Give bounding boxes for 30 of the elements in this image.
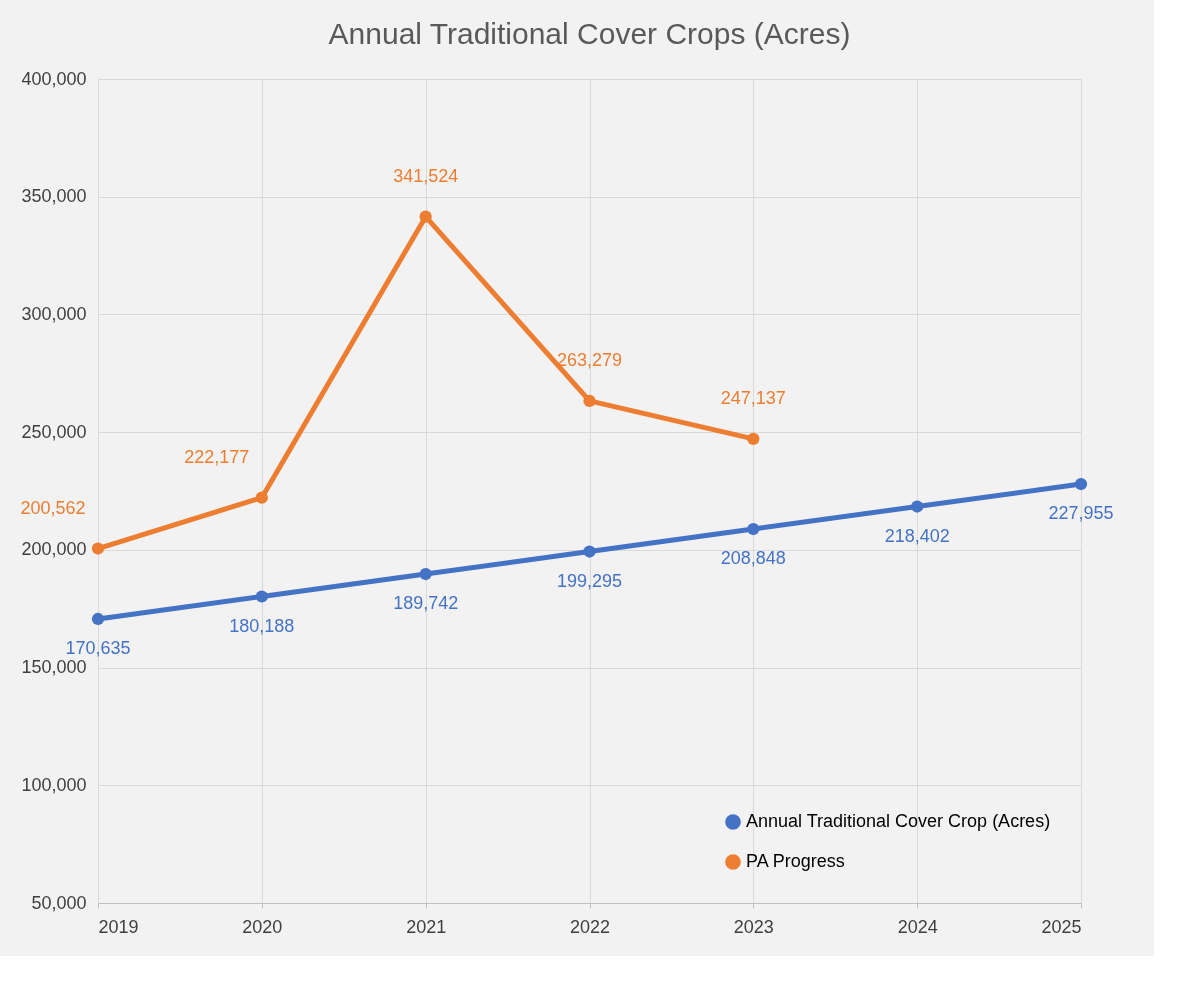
x-tick-label: 2021 (406, 916, 447, 937)
data-label: 222,177 (184, 446, 250, 467)
x-tick-label: 2022 (569, 916, 611, 937)
chart-title: Annual Traditional Cover Crops (Acres) (328, 17, 851, 50)
data-label: 208,848 (720, 548, 786, 569)
y-tick-label: 350,000 (21, 186, 87, 207)
y-tick-label: 150,000 (21, 657, 87, 678)
y-tick-label: 250,000 (21, 421, 87, 442)
y-tick-label: 50,000 (31, 892, 87, 913)
legend-label: PA Progress (746, 851, 845, 871)
data-label: 247,137 (720, 387, 786, 408)
data-label: 227,955 (1048, 503, 1114, 524)
data-label: 218,402 (884, 525, 950, 546)
data-label: 200,562 (20, 497, 86, 518)
legend-label: Annual Traditional Cover Crop (Acres) (746, 811, 1051, 831)
x-tick-label: 2019 (98, 916, 139, 937)
data-label: 189,742 (393, 593, 459, 614)
y-tick-label: 300,000 (21, 303, 87, 324)
data-label: 341,524 (393, 165, 459, 186)
data-label: 180,188 (229, 615, 295, 636)
y-tick-label: 200,000 (21, 539, 87, 560)
x-tick-label: 2020 (242, 916, 283, 937)
x-tick-label: 2025 (1041, 916, 1082, 937)
x-tick-label: 2024 (897, 916, 938, 937)
y-tick-label: 100,000 (21, 774, 87, 795)
x-tick-label: 2023 (733, 916, 774, 937)
y-tick-label: 400,000 (21, 68, 87, 89)
data-label: 263,279 (556, 349, 623, 370)
data-label: 199,295 (556, 570, 623, 591)
data-label: 170,635 (65, 637, 131, 658)
